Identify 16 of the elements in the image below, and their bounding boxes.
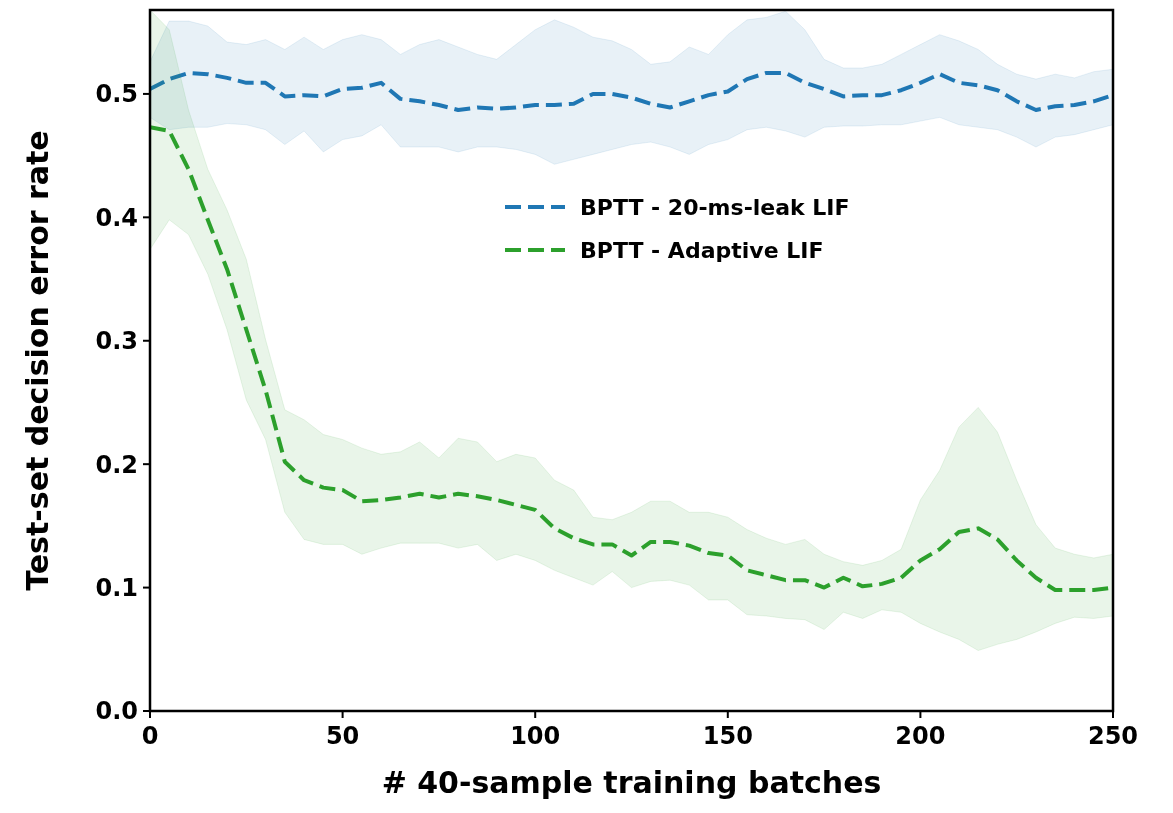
x-tick-label: 150	[702, 722, 753, 750]
x-tick-label: 250	[1087, 722, 1139, 750]
y-tick-label: 0.3	[95, 327, 138, 356]
y-axis-title: Test-set decision error rate	[20, 130, 55, 591]
y-tick-label: 0.1	[95, 573, 138, 602]
x-tick-label: 100	[510, 722, 561, 750]
x-tick-label: 200	[895, 722, 946, 750]
y-tick-label: 0.0	[95, 697, 138, 726]
y-tick-label: 0.2	[95, 450, 138, 479]
x-tick-label: 50	[325, 722, 360, 750]
y-tick-label: 0.5	[95, 80, 138, 109]
x-axis-title: # 40-sample training batches	[381, 765, 882, 800]
legend-label: BPTT - Adaptive LIF	[580, 237, 824, 263]
legend-label: BPTT - 20-ms-leak LIF	[580, 194, 850, 220]
x-tick-label: 0	[141, 722, 159, 750]
y-tick-label: 0.4	[95, 203, 138, 232]
